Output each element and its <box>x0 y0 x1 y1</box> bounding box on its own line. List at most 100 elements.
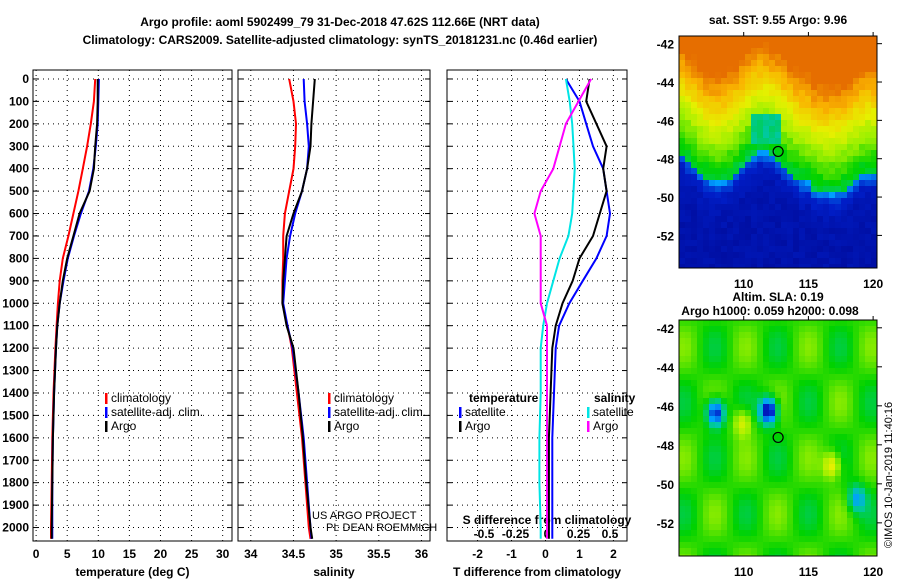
map-cell <box>775 512 781 518</box>
map-cell <box>775 356 781 362</box>
map-cell <box>799 320 805 326</box>
map-cell <box>715 416 721 422</box>
map-cell <box>787 108 793 114</box>
lat-tick-label: -48 <box>657 153 675 167</box>
map-cell <box>727 518 733 524</box>
map-cell <box>757 192 763 198</box>
map-cell <box>733 162 739 168</box>
map-cell <box>751 350 757 356</box>
map-cell <box>721 72 727 78</box>
map-cell <box>703 198 709 204</box>
map-cell <box>679 434 685 440</box>
map-cell <box>685 66 691 72</box>
map-cell <box>757 368 763 374</box>
map-cell <box>757 536 763 542</box>
map-cell <box>859 168 865 174</box>
map-cell <box>685 368 691 374</box>
map-cell <box>799 228 805 234</box>
map-cell <box>859 392 865 398</box>
map-cell <box>805 518 811 524</box>
map-cell <box>697 42 703 48</box>
map-cell <box>799 204 805 210</box>
map-cell <box>739 120 745 126</box>
map-cell <box>799 440 805 446</box>
map-cell <box>709 494 715 500</box>
map-cell <box>727 234 733 240</box>
map-cell <box>865 470 871 476</box>
map-cell <box>871 350 877 356</box>
map-cell <box>787 156 793 162</box>
map-cell <box>847 482 853 488</box>
map-cell <box>847 54 853 60</box>
map-cell <box>685 428 691 434</box>
map-cell <box>865 258 871 264</box>
map-cell <box>763 404 769 410</box>
map-cell <box>727 536 733 542</box>
map-cell <box>829 332 835 338</box>
map-cell <box>805 150 811 156</box>
map-cell <box>841 320 847 326</box>
map-cell <box>835 174 841 180</box>
map-cell <box>817 180 823 186</box>
map-cell <box>763 494 769 500</box>
map-cell <box>691 398 697 404</box>
map-cell <box>679 240 685 246</box>
map-cell <box>859 60 865 66</box>
map-cell <box>685 126 691 132</box>
map-cell <box>871 548 877 554</box>
map-cell <box>799 392 805 398</box>
map-cell <box>751 554 757 556</box>
map-cell <box>685 434 691 440</box>
map-cell <box>745 156 751 162</box>
map-cell <box>829 506 835 512</box>
map-cell <box>787 350 793 356</box>
map-cell <box>757 126 763 132</box>
map-cell <box>823 416 829 422</box>
map-cell <box>739 72 745 78</box>
map-cell <box>685 320 691 326</box>
map-cell <box>817 96 823 102</box>
map-cell <box>805 530 811 536</box>
map-cell <box>769 548 775 554</box>
map-cell <box>853 216 859 222</box>
map-cell <box>841 132 847 138</box>
map-cell <box>721 174 727 180</box>
map-cell <box>733 168 739 174</box>
map-cell <box>787 36 793 42</box>
map-cell <box>799 126 805 132</box>
map-cell <box>727 326 733 332</box>
map-cell <box>847 234 853 240</box>
map-cell <box>793 228 799 234</box>
map-cell <box>769 464 775 470</box>
map-cell <box>787 536 793 542</box>
map-cell <box>691 440 697 446</box>
map-cell <box>823 320 829 326</box>
map-cell <box>859 126 865 132</box>
map-cell <box>721 416 727 422</box>
map-cell <box>841 60 847 66</box>
map-cell <box>823 180 829 186</box>
map-cell <box>817 452 823 458</box>
map-cell <box>811 488 817 494</box>
map-cell <box>769 210 775 216</box>
map-cell <box>733 416 739 422</box>
map-cell <box>841 114 847 120</box>
map-cell <box>835 374 841 380</box>
map-cell <box>853 132 859 138</box>
map-cell <box>805 344 811 350</box>
map-cell <box>841 78 847 84</box>
map-cell <box>757 132 763 138</box>
map-cell <box>847 66 853 72</box>
map-cell <box>865 216 871 222</box>
map-cell <box>859 530 865 536</box>
map-cell <box>697 78 703 84</box>
map-cell <box>745 536 751 542</box>
map-cell <box>709 362 715 368</box>
map-cell <box>793 174 799 180</box>
map-cell <box>721 392 727 398</box>
map-cell <box>811 482 817 488</box>
y-tick-label: 100 <box>9 94 29 108</box>
map-cell <box>721 380 727 386</box>
map-cell <box>733 36 739 42</box>
map-cell <box>721 410 727 416</box>
